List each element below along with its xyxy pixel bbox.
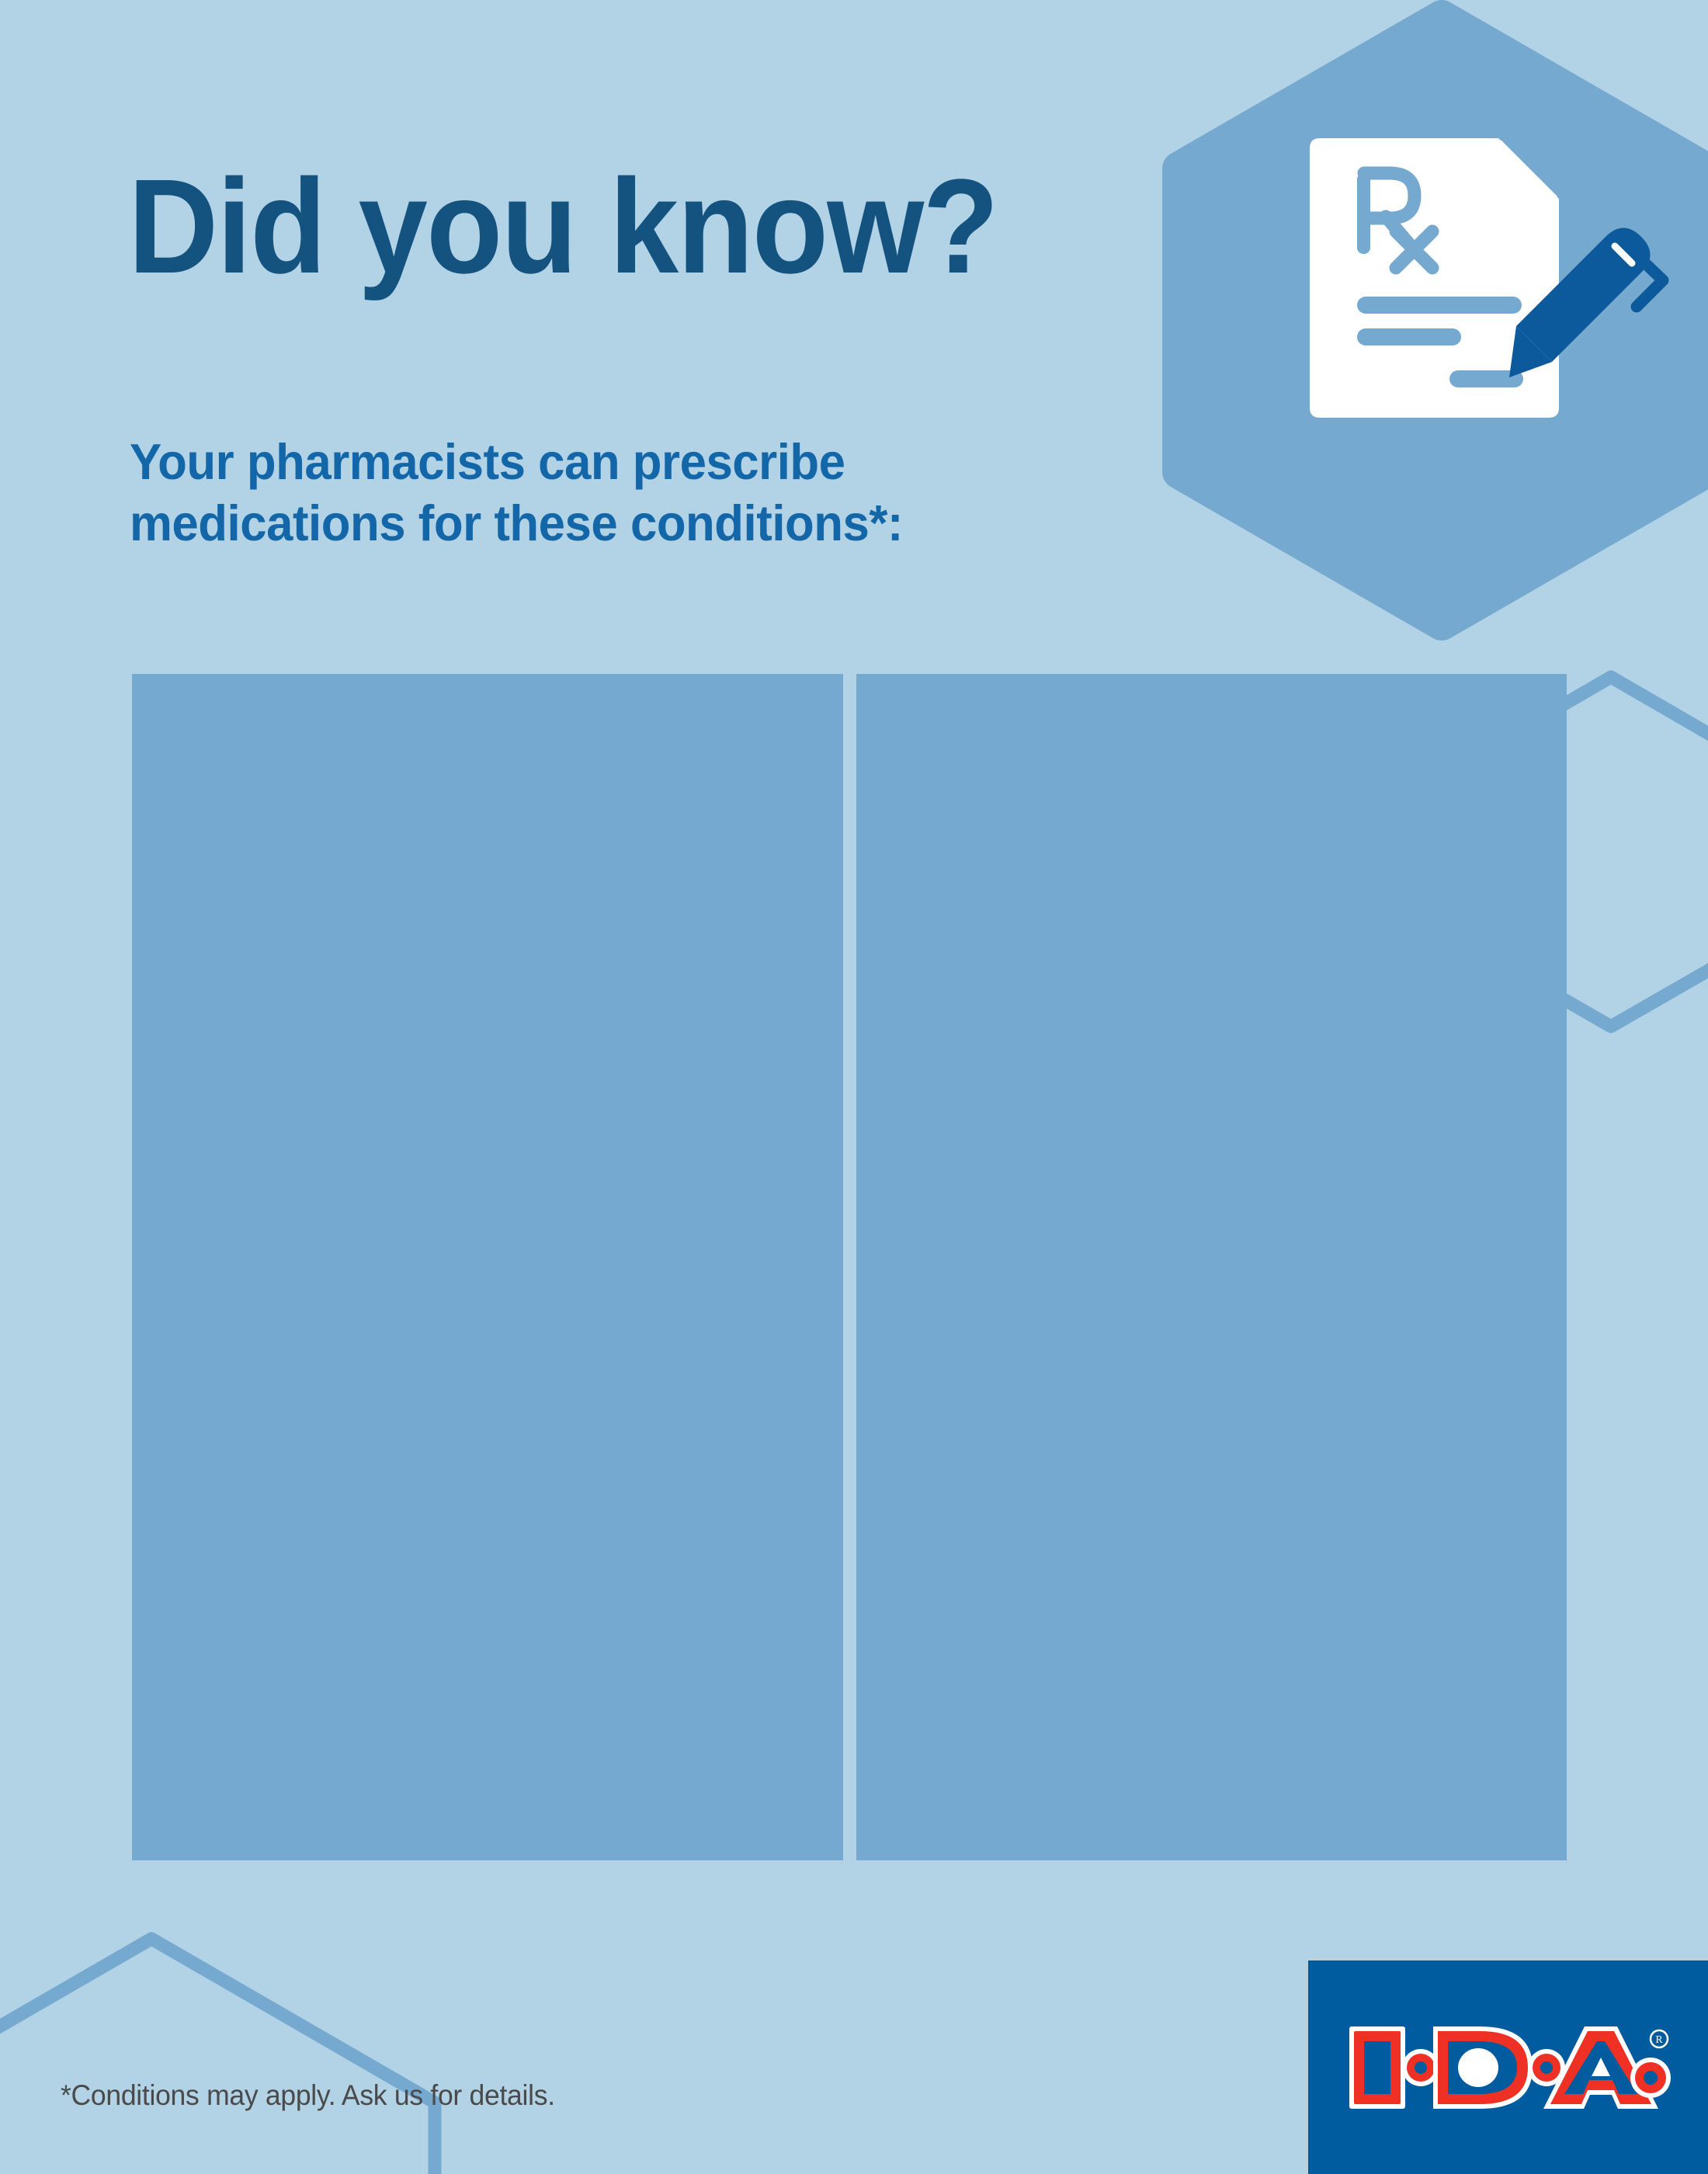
- document-fold-corner: [1501, 140, 1557, 196]
- ida-logo-letter-a: [1543, 2026, 1658, 2109]
- document-page-shape: [1310, 138, 1559, 418]
- document-line-1: [1357, 297, 1522, 314]
- conditions-panel-group: [132, 674, 1567, 1860]
- footnote-disclaimer: *Conditions may apply. Ask us for detail…: [61, 2079, 555, 2111]
- hexagon-badge-shape-icon: [1162, 0, 1708, 641]
- page-subtitle-line-1: Your pharmacists can prescribe: [130, 433, 845, 490]
- page-subtitle: Your pharmacists can prescribe medicatio…: [130, 431, 903, 554]
- pen-tip: [1509, 362, 1552, 377]
- conditions-column-left: [132, 674, 843, 1860]
- rx-r-leg: [1379, 210, 1420, 255]
- page-subtitle-line-2: medications for these conditions*:: [130, 495, 904, 552]
- ida-logo-letter-i: [1349, 2026, 1405, 2109]
- ida-logo-letters: R: [1349, 2026, 1671, 2109]
- ida-logo-block: R: [1308, 1960, 1708, 2174]
- pen-clip: [1630, 258, 1669, 313]
- ida-logo-dot-2: [1527, 2048, 1565, 2086]
- pen-ferrule: [1611, 242, 1636, 267]
- ida-logo-registered-mark: R: [1649, 2029, 1668, 2048]
- rx-x-stroke-1: [1389, 224, 1439, 275]
- prescription-rx-document-with-pen-icon: [1310, 138, 1669, 418]
- document-signature-line: [1449, 370, 1523, 387]
- ida-logo-dot-3: [1630, 2057, 1671, 2098]
- ida-logo: R: [1349, 2026, 1671, 2109]
- conditions-column-left-content: [132, 674, 843, 1860]
- rx-x-stroke-2: [1389, 224, 1439, 275]
- pen-nib: [1509, 326, 1552, 377]
- conditions-column-right: [856, 674, 1567, 1860]
- ida-logo-dot-1: [1401, 2048, 1439, 2086]
- svg-text:R: R: [1655, 2034, 1663, 2046]
- hexagon-outline-bottom-left-icon: [0, 1932, 442, 2174]
- pen-body: [1516, 227, 1651, 362]
- page-title: Did you know?: [128, 151, 999, 301]
- document-line-2: [1357, 328, 1461, 346]
- rx-r-stem: [1357, 173, 1370, 254]
- conditions-column-right-content: [856, 674, 1567, 1860]
- ida-logo-letter-d: [1432, 2026, 1533, 2109]
- rx-r-bowl: [1357, 166, 1422, 225]
